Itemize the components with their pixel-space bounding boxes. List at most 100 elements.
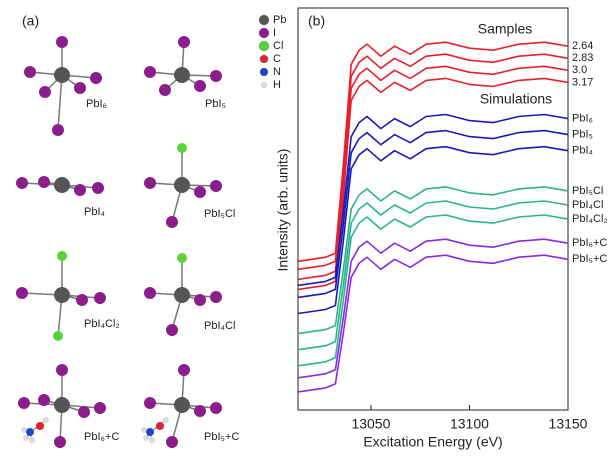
atom	[144, 66, 156, 78]
atom	[178, 364, 190, 376]
atom	[18, 397, 30, 409]
atom	[54, 67, 70, 83]
x-tick-label: 13150	[549, 416, 588, 432]
atom	[144, 287, 156, 299]
legend-label: Pb	[273, 14, 286, 26]
series-label: PbI₄Cl₂	[572, 213, 608, 225]
series-label: 3.0	[572, 64, 587, 76]
structure-label: PbI₆+C	[84, 431, 119, 443]
atom	[56, 36, 68, 48]
atom	[16, 287, 28, 299]
atom	[210, 402, 222, 414]
atom	[164, 418, 169, 423]
atom	[54, 287, 70, 303]
atom	[24, 436, 29, 441]
atom	[52, 124, 64, 136]
x-axis-label: Excitation Energy (eV)	[363, 434, 502, 450]
structure-label: PbI₄Cl₂	[84, 318, 120, 330]
atom	[39, 86, 51, 98]
series-label: 2.83	[572, 52, 593, 64]
series-label: PbI₅Cl	[572, 185, 603, 197]
atom	[44, 418, 49, 423]
atom	[54, 397, 70, 413]
atom	[178, 36, 190, 48]
series-label: PbI₅+C	[572, 253, 607, 265]
panel-label: (a)	[22, 13, 39, 29]
atom	[30, 438, 35, 443]
atom	[74, 82, 86, 94]
series-label: PbI₅	[572, 129, 593, 141]
legend-swatch	[262, 83, 267, 88]
atom	[22, 428, 27, 433]
series-label: 3.17	[572, 76, 593, 88]
structure-label: PbI₄	[84, 206, 106, 218]
structure-label: PbI₆	[86, 98, 107, 110]
series-label: PbI₆+C	[572, 237, 607, 249]
atom	[210, 180, 222, 192]
atom	[194, 294, 206, 306]
atom	[146, 428, 154, 436]
atom	[24, 66, 36, 78]
structure-label: PbI₄Cl	[204, 320, 235, 332]
atom	[142, 428, 147, 433]
atom	[144, 177, 156, 189]
atom	[194, 186, 206, 198]
x-tick-label: 13050	[351, 416, 390, 432]
x-tick-label: 13100	[450, 416, 489, 432]
atom	[94, 292, 106, 304]
legend-label: Cl	[273, 40, 283, 52]
legend-swatch	[259, 15, 269, 25]
series-label: PbI₆	[572, 112, 593, 124]
atom	[177, 253, 187, 263]
series-label: 2.64	[572, 40, 593, 52]
annotation: Simulations	[480, 91, 552, 107]
atom	[194, 405, 206, 417]
atom	[92, 182, 104, 194]
atom	[194, 80, 206, 92]
atom	[156, 422, 164, 430]
legend-label: H	[273, 79, 281, 91]
atom	[174, 287, 190, 303]
atom	[36, 422, 44, 430]
atom	[57, 251, 67, 261]
atom	[174, 397, 190, 413]
atom	[159, 84, 171, 96]
series-label: PbI₄	[572, 145, 594, 157]
legend-swatch	[260, 68, 268, 76]
structure-label: PbI₅+C	[204, 431, 239, 443]
atom	[174, 67, 190, 83]
figure: (a) (b) Samples Simulations Excitation E…	[0, 0, 614, 453]
legend-label: N	[273, 66, 281, 78]
atom	[74, 184, 86, 196]
atom	[54, 177, 70, 193]
atom	[94, 402, 106, 414]
structure-label: PbI₅Cl	[204, 208, 235, 220]
atom	[166, 216, 178, 228]
bond	[58, 75, 62, 130]
atom	[54, 436, 66, 448]
atom	[166, 324, 178, 336]
atom	[26, 428, 34, 436]
atom	[144, 436, 149, 441]
y-axis-label: Intensity (arb. units)	[275, 149, 291, 272]
atom	[16, 177, 28, 189]
panel-label: (b)	[308, 13, 325, 29]
atom	[174, 177, 190, 193]
atom	[56, 364, 68, 376]
annotation: Samples	[478, 21, 532, 37]
atom	[90, 72, 102, 84]
atom	[210, 291, 222, 303]
legend-swatch	[259, 41, 269, 51]
atom	[38, 176, 50, 188]
series-label: PbI₄Cl	[572, 199, 603, 211]
atom	[53, 331, 63, 341]
atom	[150, 438, 155, 443]
atom	[166, 436, 178, 448]
atom	[78, 406, 90, 418]
atom	[76, 294, 88, 306]
atom	[144, 397, 156, 409]
atom	[177, 143, 187, 153]
legend-swatch	[260, 55, 268, 63]
atom	[210, 70, 222, 82]
structure-label: PbI₅	[205, 98, 226, 110]
